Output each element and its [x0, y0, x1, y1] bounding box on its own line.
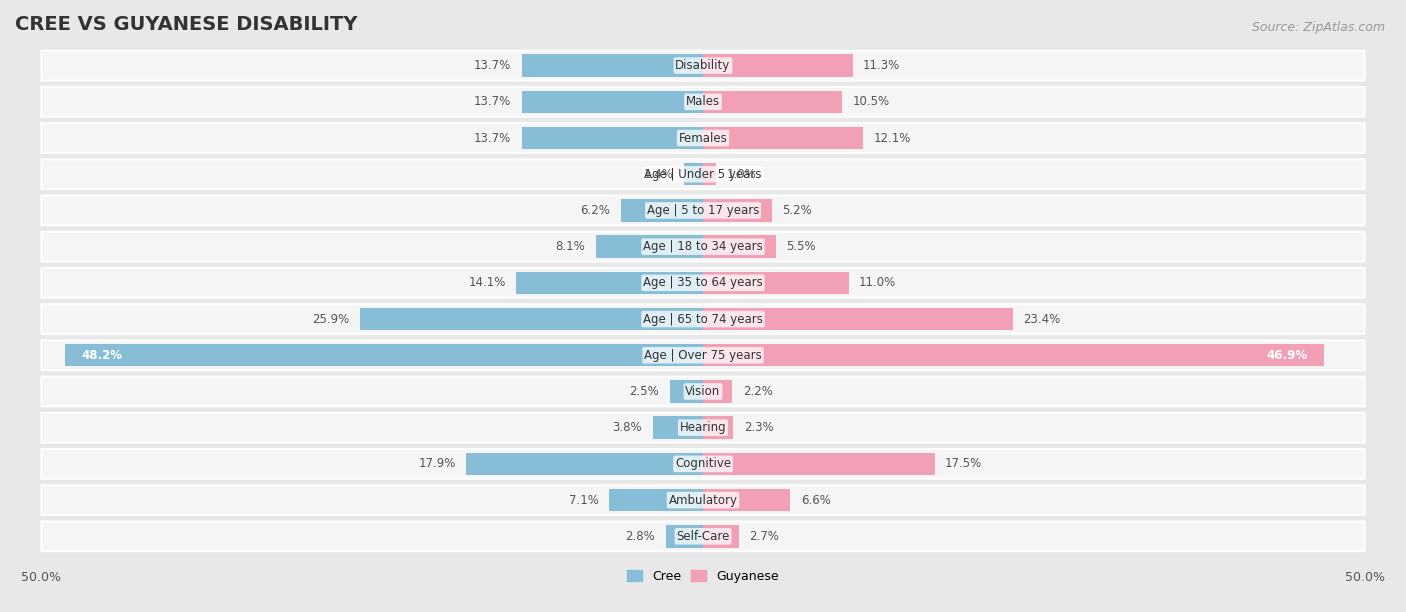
- Bar: [360, 308, 703, 330]
- Text: 2.8%: 2.8%: [626, 530, 655, 543]
- Bar: [685, 163, 703, 185]
- FancyBboxPatch shape: [41, 340, 1365, 370]
- Bar: [621, 200, 703, 222]
- Text: 5.2%: 5.2%: [782, 204, 813, 217]
- Text: 13.7%: 13.7%: [474, 95, 512, 108]
- Bar: [703, 380, 733, 403]
- FancyBboxPatch shape: [41, 123, 1365, 153]
- Text: Males: Males: [686, 95, 720, 108]
- Text: 2.5%: 2.5%: [630, 385, 659, 398]
- Text: 23.4%: 23.4%: [1024, 313, 1060, 326]
- Text: Age | Under 5 years: Age | Under 5 years: [644, 168, 762, 181]
- Bar: [703, 308, 1012, 330]
- Text: 2.2%: 2.2%: [742, 385, 772, 398]
- Bar: [703, 127, 863, 149]
- Bar: [596, 236, 703, 258]
- Text: Age | 35 to 64 years: Age | 35 to 64 years: [643, 277, 763, 289]
- Bar: [703, 163, 716, 185]
- Bar: [666, 525, 703, 548]
- Text: Age | 65 to 74 years: Age | 65 to 74 years: [643, 313, 763, 326]
- Text: 17.9%: 17.9%: [418, 457, 456, 471]
- Text: 7.1%: 7.1%: [568, 494, 599, 507]
- Text: 11.0%: 11.0%: [859, 277, 897, 289]
- Text: 1.0%: 1.0%: [727, 168, 756, 181]
- Text: 12.1%: 12.1%: [873, 132, 911, 144]
- Bar: [669, 380, 703, 403]
- Text: 2.7%: 2.7%: [749, 530, 779, 543]
- Text: Disability: Disability: [675, 59, 731, 72]
- Text: Age | 5 to 17 years: Age | 5 to 17 years: [647, 204, 759, 217]
- FancyBboxPatch shape: [41, 159, 1365, 189]
- Bar: [522, 91, 703, 113]
- Bar: [703, 489, 790, 511]
- Bar: [703, 344, 1323, 367]
- Bar: [516, 272, 703, 294]
- Text: 46.9%: 46.9%: [1267, 349, 1308, 362]
- Text: 13.7%: 13.7%: [474, 59, 512, 72]
- Text: Vision: Vision: [685, 385, 721, 398]
- Bar: [703, 91, 842, 113]
- Text: Females: Females: [679, 132, 727, 144]
- Bar: [703, 236, 776, 258]
- Text: 13.7%: 13.7%: [474, 132, 512, 144]
- FancyBboxPatch shape: [41, 521, 1365, 551]
- Text: Age | 18 to 34 years: Age | 18 to 34 years: [643, 240, 763, 253]
- Text: 6.6%: 6.6%: [801, 494, 831, 507]
- Text: 6.2%: 6.2%: [581, 204, 610, 217]
- Text: 25.9%: 25.9%: [312, 313, 350, 326]
- Bar: [609, 489, 703, 511]
- Bar: [522, 54, 703, 77]
- FancyBboxPatch shape: [41, 304, 1365, 334]
- Text: Age | Over 75 years: Age | Over 75 years: [644, 349, 762, 362]
- FancyBboxPatch shape: [41, 485, 1365, 515]
- Text: 14.1%: 14.1%: [468, 277, 506, 289]
- Bar: [703, 272, 849, 294]
- Bar: [652, 416, 703, 439]
- Text: 17.5%: 17.5%: [945, 457, 983, 471]
- Bar: [703, 200, 772, 222]
- Text: 2.3%: 2.3%: [744, 421, 773, 434]
- Bar: [703, 525, 738, 548]
- Bar: [522, 127, 703, 149]
- Bar: [467, 453, 703, 475]
- Text: 8.1%: 8.1%: [555, 240, 585, 253]
- Text: Ambulatory: Ambulatory: [668, 494, 738, 507]
- Bar: [703, 54, 852, 77]
- Bar: [703, 453, 935, 475]
- Text: Cognitive: Cognitive: [675, 457, 731, 471]
- Text: 5.5%: 5.5%: [786, 240, 815, 253]
- Text: 1.4%: 1.4%: [644, 168, 673, 181]
- FancyBboxPatch shape: [41, 449, 1365, 479]
- FancyBboxPatch shape: [41, 376, 1365, 406]
- Text: Source: ZipAtlas.com: Source: ZipAtlas.com: [1251, 21, 1385, 34]
- Text: Hearing: Hearing: [679, 421, 727, 434]
- FancyBboxPatch shape: [41, 268, 1365, 297]
- Text: 3.8%: 3.8%: [613, 421, 643, 434]
- FancyBboxPatch shape: [41, 196, 1365, 225]
- Text: 10.5%: 10.5%: [852, 95, 890, 108]
- FancyBboxPatch shape: [41, 87, 1365, 117]
- Bar: [703, 416, 734, 439]
- FancyBboxPatch shape: [41, 413, 1365, 442]
- FancyBboxPatch shape: [41, 232, 1365, 261]
- FancyBboxPatch shape: [41, 51, 1365, 80]
- Text: 11.3%: 11.3%: [863, 59, 900, 72]
- Legend: Cree, Guyanese: Cree, Guyanese: [621, 565, 785, 588]
- Text: 48.2%: 48.2%: [82, 349, 122, 362]
- Text: Self-Care: Self-Care: [676, 530, 730, 543]
- Bar: [65, 344, 703, 367]
- Text: CREE VS GUYANESE DISABILITY: CREE VS GUYANESE DISABILITY: [15, 15, 357, 34]
